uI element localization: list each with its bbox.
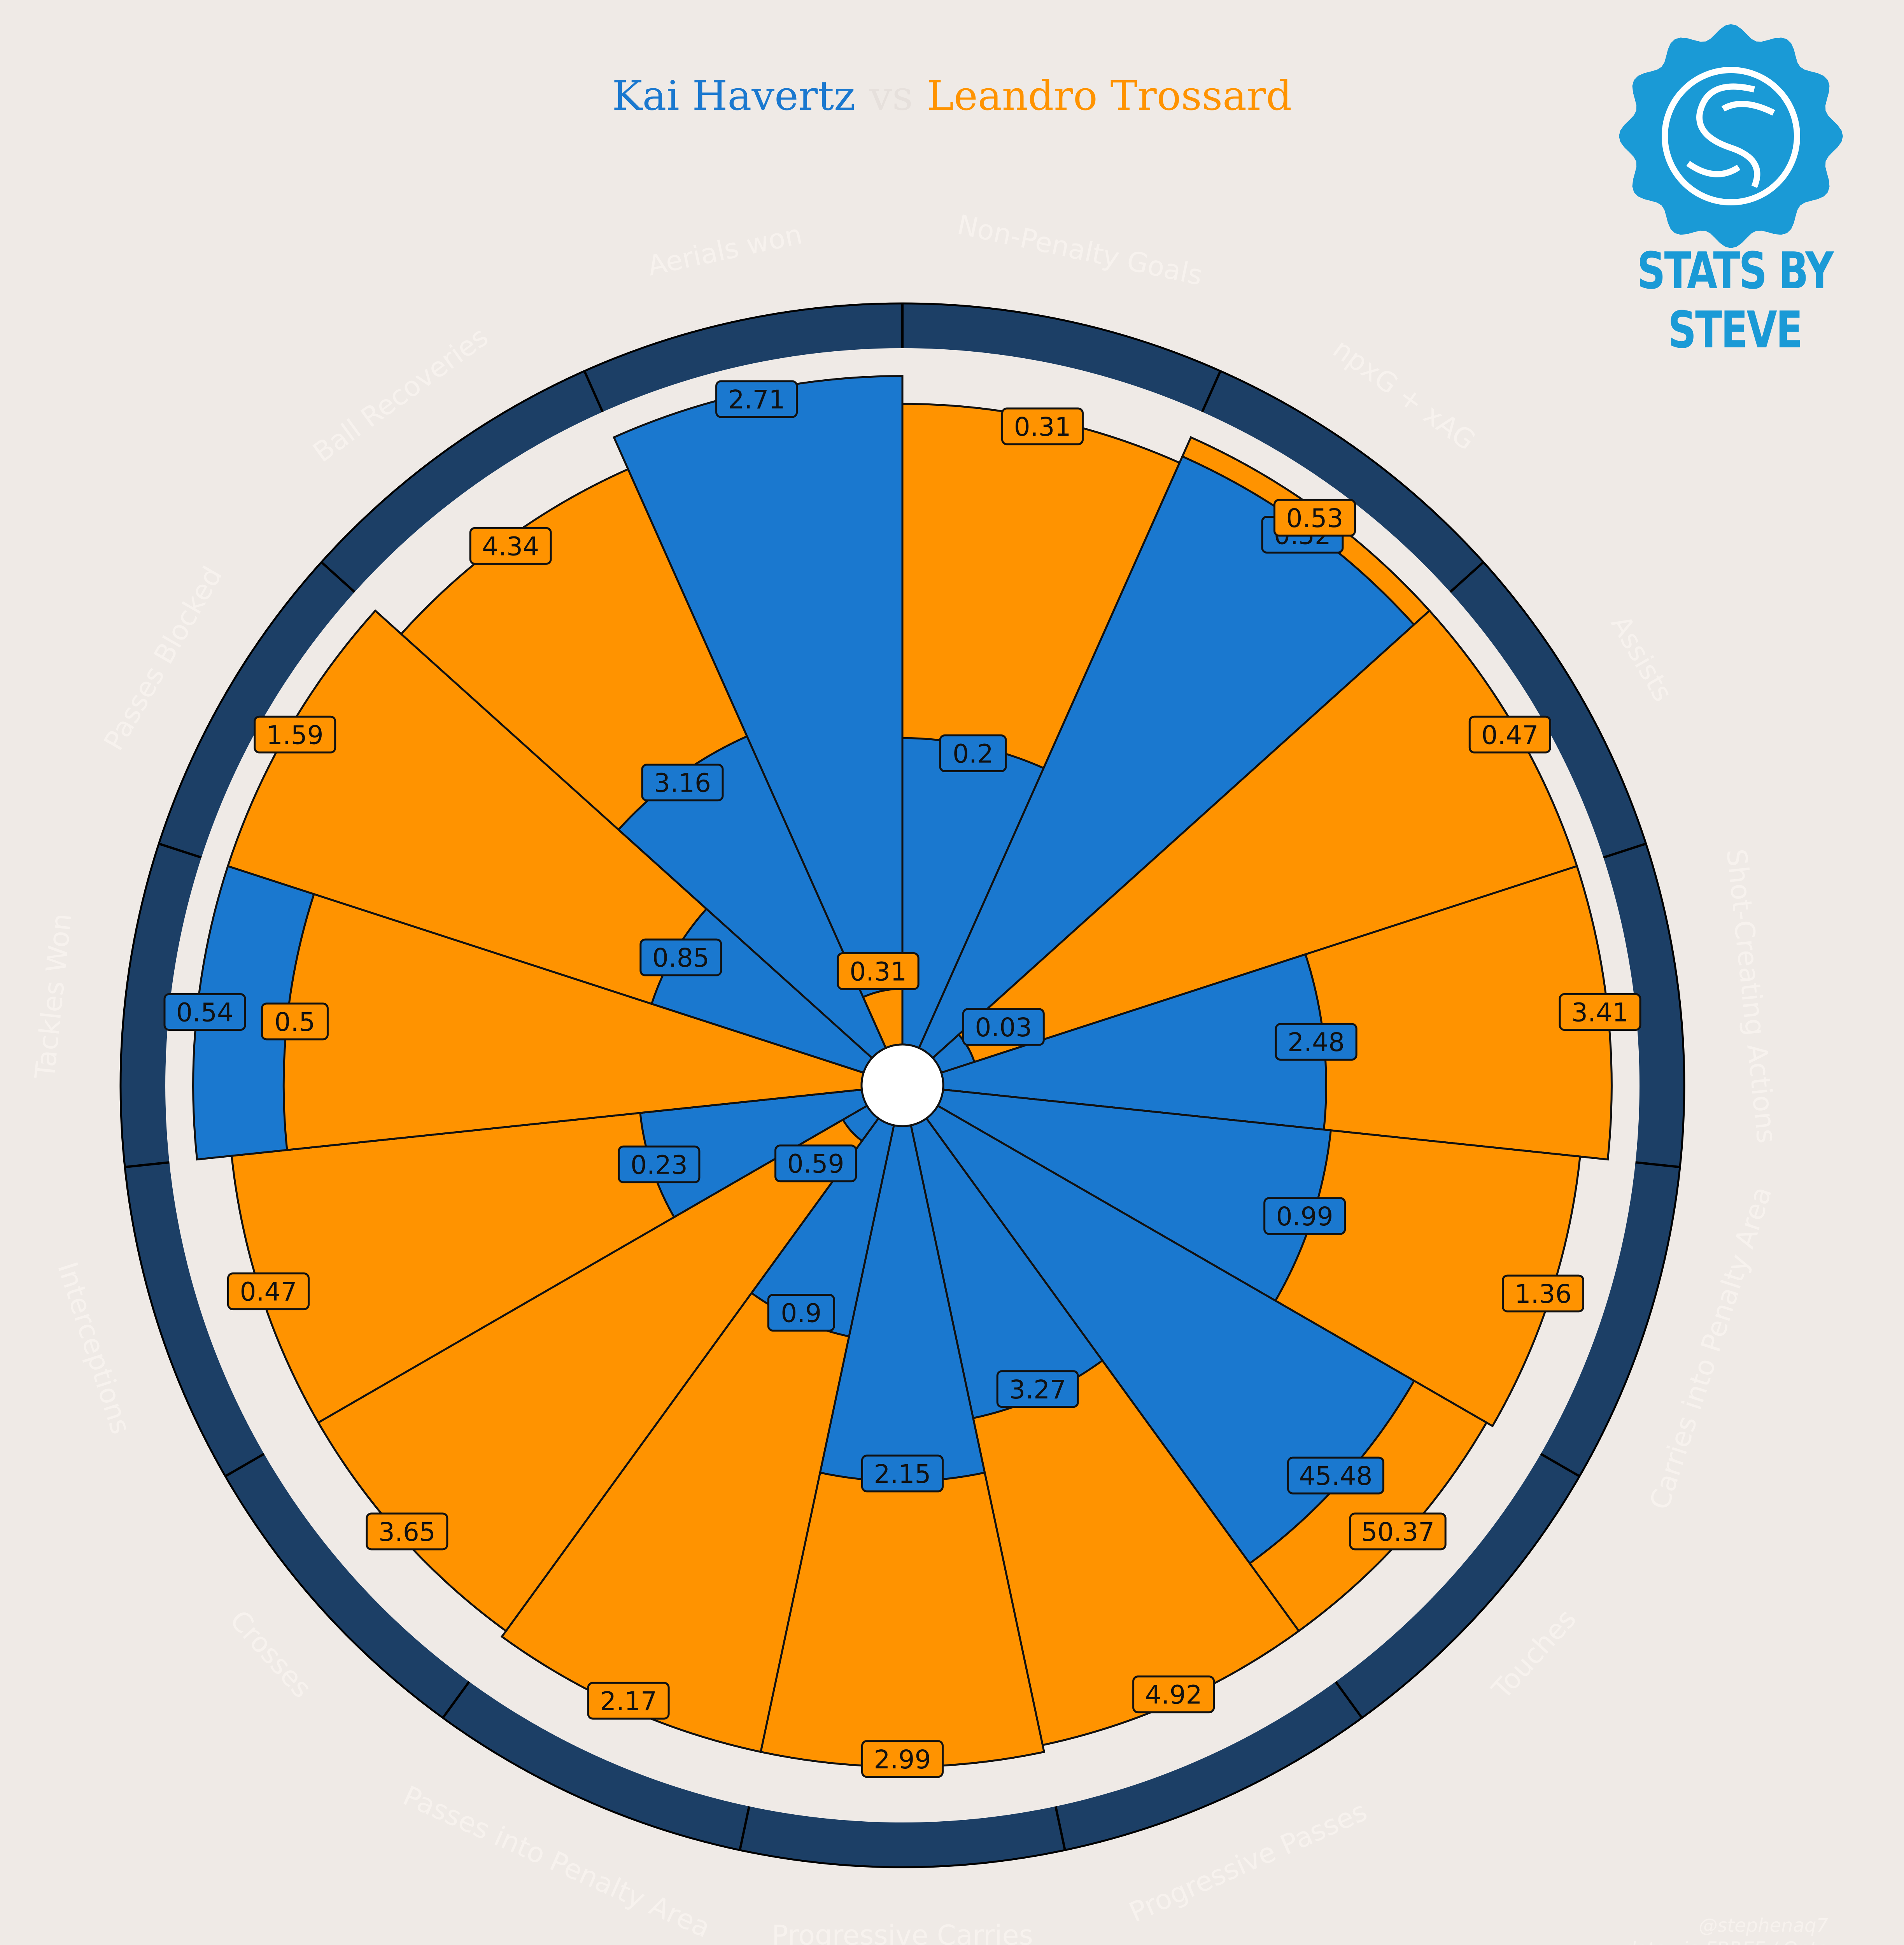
svg-text:0.59: 0.59 [787, 1149, 844, 1179]
svg-text:0.5: 0.5 [274, 1007, 315, 1037]
ring-divider [124, 1161, 170, 1169]
axis-label-crosses: Crosses [224, 1604, 318, 1704]
axis-label-assists: Assists [1604, 610, 1679, 707]
value-label-p2-progressive-passes: 4.92 [1132, 1675, 1215, 1714]
ring-divider [739, 1806, 750, 1850]
value-label-p1-assists: 0.03 [962, 1008, 1045, 1046]
svg-text:45.48: 45.48 [1299, 1461, 1373, 1491]
value-labels: 0.20.310.520.530.030.472.483.410.991.364… [163, 380, 1641, 1778]
svg-text:3.27: 3.27 [1009, 1375, 1066, 1405]
svg-text:2.48: 2.48 [1287, 1027, 1345, 1057]
value-label-p2-carries-into-penalty-area: 1.36 [1502, 1274, 1585, 1312]
svg-text:0.47: 0.47 [240, 1277, 297, 1307]
ring-divider [321, 561, 356, 593]
svg-text:0.31: 0.31 [1014, 412, 1071, 442]
value-label-p2-ball-recoveries: 4.34 [469, 527, 552, 565]
value-label-p1-tackles-won: 0.54 [163, 993, 246, 1031]
stats-by-steve-logo-icon [1619, 24, 1843, 248]
value-label-p1-progressive-carries: 2.15 [861, 1454, 944, 1493]
value-label-p1-ball-recoveries: 3.16 [641, 764, 724, 802]
svg-text:0.31: 0.31 [850, 957, 907, 987]
svg-text:0.03: 0.03 [975, 1013, 1032, 1043]
logo-text: STATS BY STEVE [1637, 241, 1834, 359]
ring-divider [1335, 1681, 1363, 1719]
value-label-p1-passes-into-penalty-area: 0.9 [767, 1294, 835, 1332]
title-player1: Kai Havertz [612, 72, 855, 119]
credits: @stephenaq7 data via FBREF / Opta inspir… [1459, 1914, 1828, 1945]
value-label-p1-crosses: 0.59 [774, 1144, 857, 1183]
ring-divider [583, 370, 604, 413]
value-label-p2-touches: 50.37 [1349, 1512, 1447, 1551]
value-label-p2-interceptions: 0.47 [227, 1272, 310, 1311]
value-label-p2-npxg-xag: 0.53 [1273, 499, 1356, 537]
ring-divider [1054, 1806, 1066, 1850]
axis-label-shot-creating-actions: Shot-Creating Actions [1720, 847, 1783, 1144]
svg-text:50.37: 50.37 [1361, 1517, 1435, 1547]
ring-divider [1201, 370, 1222, 413]
credit-source: data via FBREF / Opta [1459, 1937, 1828, 1945]
sectors [124, 303, 1680, 1850]
svg-text:0.9: 0.9 [781, 1298, 822, 1328]
svg-text:3.16: 3.16 [654, 768, 711, 798]
value-label-p1-touches: 45.48 [1287, 1456, 1385, 1495]
svg-text:2.17: 2.17 [600, 1686, 657, 1716]
svg-text:4.34: 4.34 [482, 531, 539, 561]
value-label-p2-passes-blocked: 1.59 [254, 715, 336, 753]
svg-text:0.85: 0.85 [652, 943, 709, 973]
axis-label-touches: Touches [1485, 1603, 1582, 1705]
center-hole [860, 1043, 944, 1127]
svg-text:3.65: 3.65 [378, 1517, 436, 1547]
value-label-p2-crosses: 3.65 [366, 1512, 448, 1551]
value-label-p2-shot-creating-actions: 3.41 [1559, 993, 1641, 1031]
axis-label-interceptions: Interceptions [51, 1258, 137, 1438]
axis-label-non-penalty-goals: Non-Penalty Goals [955, 209, 1205, 292]
svg-text:0.53: 0.53 [1286, 503, 1343, 533]
svg-text:0.23: 0.23 [631, 1150, 688, 1180]
ring-divider [1603, 843, 1647, 859]
credit-handle: @stephenaq7 [1699, 1915, 1828, 1936]
svg-text:0.47: 0.47 [1481, 720, 1538, 750]
svg-text:1.36: 1.36 [1515, 1279, 1572, 1309]
chart-title: Kai Havertz vs Leandro Trossard [0, 72, 1904, 119]
svg-text:4.92: 4.92 [1145, 1680, 1202, 1710]
value-label-p1-shot-creating-actions: 2.48 [1275, 1023, 1357, 1061]
svg-text:2.71: 2.71 [728, 385, 785, 415]
value-label-p1-passes-blocked: 0.85 [639, 938, 722, 976]
axis-label-npxg-xag: npxG + xAG [1327, 333, 1481, 457]
axis-label-progressive-carries: Progressive Carries [772, 1919, 1033, 1945]
ring-divider [1449, 561, 1484, 593]
value-label-p2-passes-into-penalty-area: 2.17 [587, 1682, 670, 1720]
title-player2: Leandro Trossard [927, 72, 1292, 119]
svg-text:1.59: 1.59 [266, 720, 324, 750]
ring-divider [442, 1681, 470, 1719]
value-label-p2-progressive-carries: 2.99 [861, 1740, 944, 1778]
value-label-p1-aerials-won: 2.71 [715, 380, 798, 418]
value-label-p2-non-penalty-goals: 0.31 [1001, 407, 1084, 445]
value-label-p1-progressive-passes: 3.27 [996, 1370, 1079, 1408]
svg-text:0.54: 0.54 [176, 997, 233, 1027]
svg-text:2.99: 2.99 [874, 1745, 931, 1775]
ring-divider [224, 1453, 265, 1477]
axis-label-aerials-won: Aerials won [645, 218, 805, 282]
ring-divider [158, 843, 202, 859]
value-label-p2-assists: 0.47 [1468, 715, 1551, 753]
svg-text:0.99: 0.99 [1276, 1202, 1333, 1232]
value-label-p2-tackles-won: 0.5 [261, 1002, 329, 1041]
title-vs: vs [869, 72, 913, 119]
svg-text:2.15: 2.15 [874, 1459, 931, 1489]
ring-divider [1635, 1161, 1680, 1169]
ring-divider [1540, 1453, 1580, 1477]
value-label-p1-non-penalty-goals: 0.2 [939, 734, 1007, 772]
svg-text:3.41: 3.41 [1571, 997, 1629, 1027]
axis-label-tackles-won: Tackles Won [29, 912, 78, 1081]
value-label-p2-aerials-won: 0.31 [837, 952, 920, 990]
svg-text:0.2: 0.2 [953, 739, 993, 769]
value-label-p1-interceptions: 0.23 [618, 1145, 701, 1183]
value-label-p1-carries-into-penalty-area: 0.99 [1263, 1197, 1346, 1235]
